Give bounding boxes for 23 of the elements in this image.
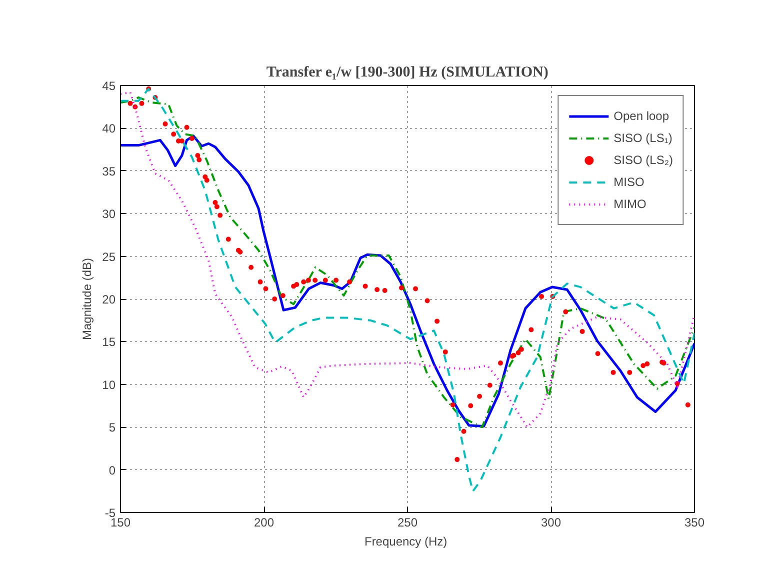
x-tick-label: 300 [540,516,562,530]
y-tick-label: 25 [102,250,116,264]
y-tick-label: 5 [108,420,116,435]
x-tick-label: 150 [110,516,131,530]
y-tick-label: 40 [102,122,116,136]
y-tick-label: 0 [108,463,116,478]
legend-label: MIMO [614,197,646,211]
y-tick-label: 10 [102,378,116,392]
chart-title: Transfer e₁/w [190-300] Hz (SIMULATION) [266,64,548,80]
legend-label: Open loop [614,109,670,123]
x-tick-label: 250 [397,516,418,530]
legend-label: MISO [614,175,644,189]
y-tick-label: 20 [102,292,116,306]
legend-label: SISO (LS₂) [614,153,673,167]
legend-label: SISO (LS₁) [614,131,672,145]
y-tick-label: 45 [102,79,116,93]
x-axis-title: Frequency (Hz) [364,534,448,548]
y-tick-label: 30 [102,207,116,222]
y-tick-label: 35 [102,164,116,178]
y-axis-title: Magnitude (dB) [80,258,94,340]
x-tick-label: 200 [254,516,274,530]
y-tick-label: 15 [102,335,116,350]
x-tick-label: 350 [684,516,705,530]
